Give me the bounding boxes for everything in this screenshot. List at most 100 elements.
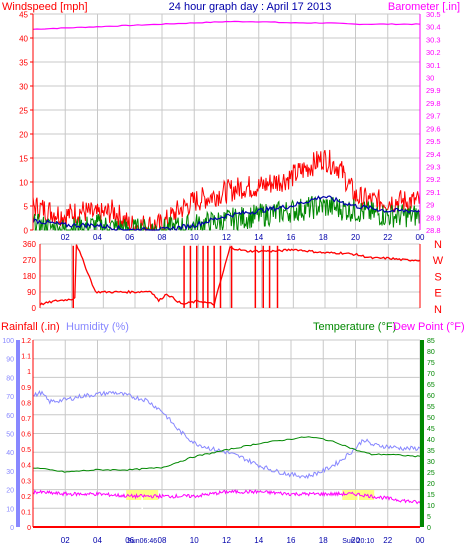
barometer-y-tick-label: 28.9	[426, 213, 441, 222]
temperature-x-tick-label: 10	[190, 536, 199, 545]
humidity-y-tick-label: 60	[6, 413, 14, 420]
direction-y-tick-label: 360	[23, 240, 37, 249]
temperature-y-tick-label: 15	[427, 492, 435, 499]
barometer-y-tick-label: 29.1	[426, 188, 441, 197]
barometer-y-tick-label: 30.3	[426, 35, 441, 44]
wind-x-tick-label: 06	[125, 233, 134, 242]
wind-y-tick-label: 40	[19, 35, 28, 44]
temperature-x-tick-label: 00	[416, 536, 425, 545]
compass-label: S	[434, 271, 441, 283]
temperature-line	[32, 436, 421, 473]
barometer-y-tick-label: 29.4	[426, 150, 441, 159]
humidity-y-tick-label: 40	[6, 450, 14, 457]
wind-x-tick-label: 18	[319, 233, 328, 242]
wind-y-tick-label: 30	[19, 83, 28, 92]
temperature-x-tick-label: 14	[254, 536, 263, 545]
direction-y-tick-label: 90	[27, 288, 36, 297]
temperature-y-tick-label: 55	[427, 404, 435, 411]
barometer-ylabel: Barometer [.in]	[388, 1, 460, 13]
wind-y-tick-label: 25	[19, 107, 28, 116]
sun-time-label: Sun06:46	[127, 538, 157, 545]
temperature-x-ticks: 02 04 06 08 10 12 14 16 18 20 22 00	[61, 536, 425, 545]
wind-x-tick-label: 22	[383, 233, 392, 242]
rainfall-y-tick-label: 1.2	[21, 338, 31, 345]
barometer-y-ticks: 28.8 28.9 29 29.1 29.2 29.3 29.4 29.5 29.6 29.7 29…	[426, 10, 441, 235]
temperature-y-tick-label: 50	[427, 415, 435, 422]
temperature-y-tick-label: 30	[427, 459, 435, 466]
rainfall-y-tick-label: 0.5	[21, 447, 31, 454]
wind-y-tick-label: 10	[19, 179, 28, 188]
direction-y-tick-label: 270	[23, 256, 37, 265]
wind-y-tick-label: 20	[19, 131, 28, 140]
humidity-y-tick-label: 90	[6, 357, 14, 364]
direction-y-tick-label: 180	[23, 272, 37, 281]
wind-y-tick-label: 45	[19, 11, 28, 20]
temperature-y-tick-label: 10	[427, 503, 435, 510]
temperature-y-tick-label: 85	[427, 338, 435, 345]
wind-chart-title: 24 hour graph day : April 17 2013	[169, 1, 332, 13]
wind-x-tick-label: 12	[222, 233, 231, 242]
humidity-y-tick-label: 70	[6, 394, 14, 401]
wind-ylabel: Windspeed [mph]	[2, 1, 88, 13]
barometer-y-tick-label: 30.4	[426, 23, 441, 32]
barometer-y-tick-label: 29.2	[426, 175, 441, 184]
temperature-y-tick-label: 5	[427, 514, 431, 521]
temperature-x-tick-label: 20	[351, 536, 360, 545]
temperature-y-tick-label: 70	[427, 371, 435, 378]
barometer-y-tick-label: 30.5	[426, 10, 441, 19]
humidity-y-tick-label: 50	[6, 432, 14, 439]
wind-y-tick-label: 35	[19, 59, 28, 68]
barometer-y-tick-label: 29	[426, 201, 434, 210]
wind-x-tick-label: 16	[287, 233, 296, 242]
low-wind-line	[32, 195, 421, 232]
sun-time-label: Sun 20:10	[342, 538, 374, 545]
temperature-x-tick-label: 22	[383, 536, 392, 545]
wind-y-ticks: 0 5 10 15 20 25 30 35 40 45	[19, 11, 33, 236]
barometer-y-tick-label: 29.5	[426, 137, 441, 146]
temperature-x-tick-label: 18	[319, 536, 328, 545]
wind-x-tick-label: 10	[190, 233, 199, 242]
temperature-x-tick-label: 06	[125, 536, 134, 545]
temperature-y-tick-label: 65	[427, 382, 435, 389]
rainfall-y-tick-label: 0.8	[21, 400, 31, 407]
humidity-y-tick-label: 30	[6, 469, 14, 476]
temperature-ylabel: Temperature (°F)	[313, 321, 396, 333]
humidity-y-tick-label: 20	[6, 488, 14, 495]
humidity-y-tick-label: 100	[2, 338, 14, 345]
barometer-y-tick-label: 28.8	[426, 226, 441, 235]
humidity-y-tick-label: 80	[6, 375, 14, 382]
temperature-y-tick-label: 20	[427, 481, 435, 488]
wind-x-tick-label: 08	[158, 233, 167, 242]
rainfall-y-tick-label: 1	[27, 369, 31, 376]
rainfall-y-tick-label: 1.1	[21, 354, 31, 361]
barometer-y-tick-label: 30	[426, 74, 434, 83]
temperature-x-tick-label: 04	[93, 536, 102, 545]
wind-panel: Windspeed [mph] 24 hour graph day : Apri…	[2, 1, 460, 242]
temperature-axis-bar	[420, 340, 424, 527]
humidity-axis-bar	[16, 340, 20, 527]
barometer-y-tick-label: 30.2	[426, 48, 441, 57]
temperature-y-tick-label: 75	[427, 360, 435, 367]
temperature-panel: Rainfall (.in) Humidity (%) Temperature …	[1, 321, 465, 545]
temperature-y-tick-label: 35	[427, 448, 435, 455]
compass-label: W	[433, 255, 444, 267]
temperature-x-tick-label: 16	[287, 536, 296, 545]
direction-grid	[39, 243, 421, 309]
rainfall-y-tick-label: 0.3	[21, 478, 31, 485]
rainfall-y-tick-label: 0	[27, 525, 31, 532]
wind-series	[32, 20, 421, 232]
temperature-y-tick-label: 60	[427, 393, 435, 400]
direction-series	[39, 244, 421, 308]
compass-label: E	[434, 288, 441, 300]
temperature-series	[32, 389, 421, 528]
wind-x-tick-label: 02	[61, 233, 70, 242]
temperature-y-tick-label: 25	[427, 470, 435, 477]
barometer-line	[32, 20, 421, 30]
humidity-y-ticks: 0 10 20 30 40 50 60 70 80 90 100	[2, 338, 14, 532]
rainfall-y-tick-label: 0.1	[21, 509, 31, 516]
temperature-x-tick-label: 08	[158, 536, 167, 545]
rainfall-y-tick-label: 0.9	[21, 385, 31, 392]
compass-label: N	[434, 304, 442, 316]
